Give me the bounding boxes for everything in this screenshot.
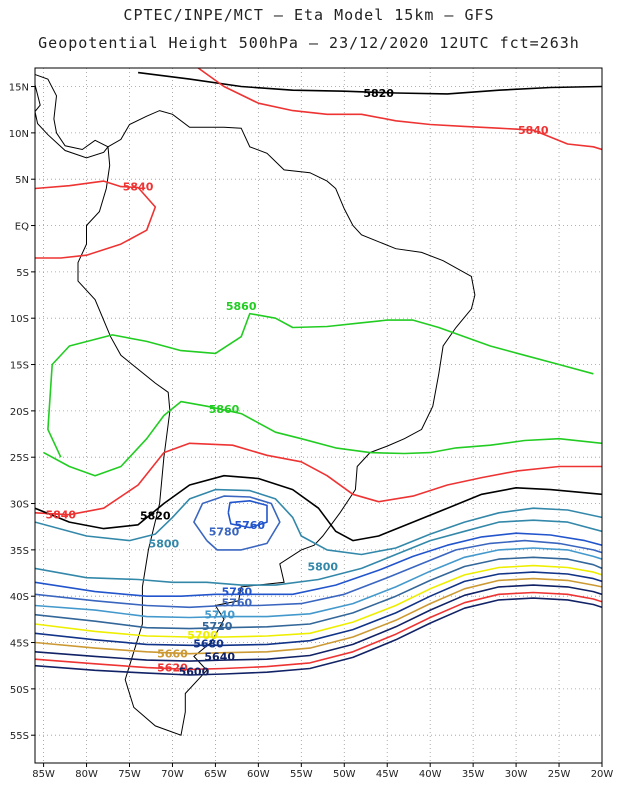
- lat-tick-label: 55S: [10, 731, 29, 742]
- lat-tick-label: 30S: [10, 500, 29, 511]
- contour-line-5780: [193, 495, 281, 551]
- lon-tick-label: 40W: [419, 769, 442, 780]
- contour-label-5840: 5840: [518, 124, 549, 137]
- contour-label-5780: 5780: [209, 525, 240, 538]
- lat-tick-label: 45S: [10, 639, 29, 650]
- lon-tick-label: 55W: [290, 769, 313, 780]
- contour-line-5740: [35, 547, 602, 619]
- lat-tick-label: 15S: [10, 361, 29, 372]
- contour-label-5860: 5860: [209, 403, 240, 416]
- south-america-coastline: [77, 110, 476, 736]
- lat-tick-label: 35S: [10, 546, 29, 557]
- contour-line-5840: [197, 68, 602, 151]
- contour-line-5760: [35, 539, 602, 609]
- lat-tick-label: 10S: [10, 314, 29, 325]
- contour-label-5840: 5840: [123, 181, 154, 194]
- lat-tick-label: 5N: [15, 175, 29, 186]
- contour-line-5660: [35, 577, 602, 655]
- contour-label-5860: 5860: [226, 300, 257, 313]
- contour-label-5780: 5780: [222, 586, 253, 599]
- lat-tick-label: 5S: [16, 268, 29, 279]
- contour-line-5700: [35, 564, 602, 638]
- lon-tick-label: 65W: [204, 769, 227, 780]
- central-america-coastline: [35, 73, 109, 159]
- lon-tick-label: 85W: [32, 769, 55, 780]
- lat-tick-label: 40S: [10, 592, 29, 603]
- contour-line-5840: [35, 442, 602, 516]
- contour-label-5840: 5840: [45, 509, 76, 522]
- contour-label-5760: 5760: [222, 597, 253, 610]
- chart-title-line-2: Geopotential Height 500hPa – 23/12/2020 …: [38, 34, 580, 52]
- contour-line-5860: [43, 400, 602, 477]
- contour-line-5800: [35, 519, 602, 586]
- contour-label-5700: 5700: [187, 629, 218, 642]
- lon-tick-label: 70W: [161, 769, 184, 780]
- lon-tick-label: 35W: [462, 769, 485, 780]
- contour-label-5680: 5680: [193, 637, 224, 650]
- contour-line-5840: [35, 180, 157, 259]
- lon-tick-label: 25W: [548, 769, 571, 780]
- contour-label-5800: 5800: [149, 537, 180, 550]
- contour-line-5640: [35, 584, 602, 662]
- lat-tick-label: 25S: [10, 453, 29, 464]
- contour-line-5860: [47, 312, 594, 458]
- lon-tick-label: 60W: [247, 769, 270, 780]
- lat-tick-label: 20S: [10, 407, 29, 418]
- contour-label-5820: 5820: [363, 87, 394, 100]
- axis-tick-labels: 85W 80W 75W 70W 65W 60W 55W 50W 45W 40W 35W 30W 25W 2…: [9, 83, 614, 780]
- lon-tick-label: 50W: [333, 769, 356, 780]
- lat-tick-label: 50S: [10, 685, 29, 696]
- contour-label-5740: 5740: [204, 609, 235, 622]
- coastlines: [35, 73, 476, 736]
- contour-label-5600: 5600: [179, 665, 210, 678]
- graticule: [35, 68, 603, 763]
- contour-line-5780: [35, 532, 602, 598]
- contour-line-5680: [35, 571, 602, 647]
- chart-title-line-1: CPTEC/INPE/MCT – Eta Model 15km – GFS: [123, 6, 495, 24]
- contour-line-5720: [35, 556, 602, 630]
- contour-label-5760: 5760: [234, 519, 265, 532]
- contour-label-5620: 5620: [157, 662, 188, 675]
- contour-line-5620: [35, 591, 602, 671]
- lon-tick-label: 45W: [376, 769, 399, 780]
- lat-tick-label: EQ: [15, 222, 29, 233]
- lon-tick-label: 75W: [118, 769, 141, 780]
- contour-label-5820: 5820: [140, 510, 171, 523]
- lon-tick-label: 80W: [75, 769, 98, 780]
- contour-line-5800: [35, 488, 602, 556]
- map-frame: [34, 67, 603, 764]
- contour-label-5720: 5720: [202, 620, 233, 633]
- contour-label-5660: 5660: [157, 648, 188, 661]
- lon-tick-label: 30W: [505, 769, 528, 780]
- contour-line-5600: [35, 597, 602, 676]
- lat-tick-label: 15N: [9, 83, 29, 94]
- lat-tick-label: 10N: [9, 129, 29, 140]
- lon-tick-label: 20W: [591, 769, 614, 780]
- contour-line-5820: [137, 71, 602, 95]
- contour-label-5640: 5640: [204, 650, 235, 663]
- contour-label-5800: 5800: [307, 561, 338, 574]
- contour-line-5760: [227, 499, 268, 529]
- height-contours: [35, 68, 602, 676]
- contour-line-5820: [35, 474, 602, 542]
